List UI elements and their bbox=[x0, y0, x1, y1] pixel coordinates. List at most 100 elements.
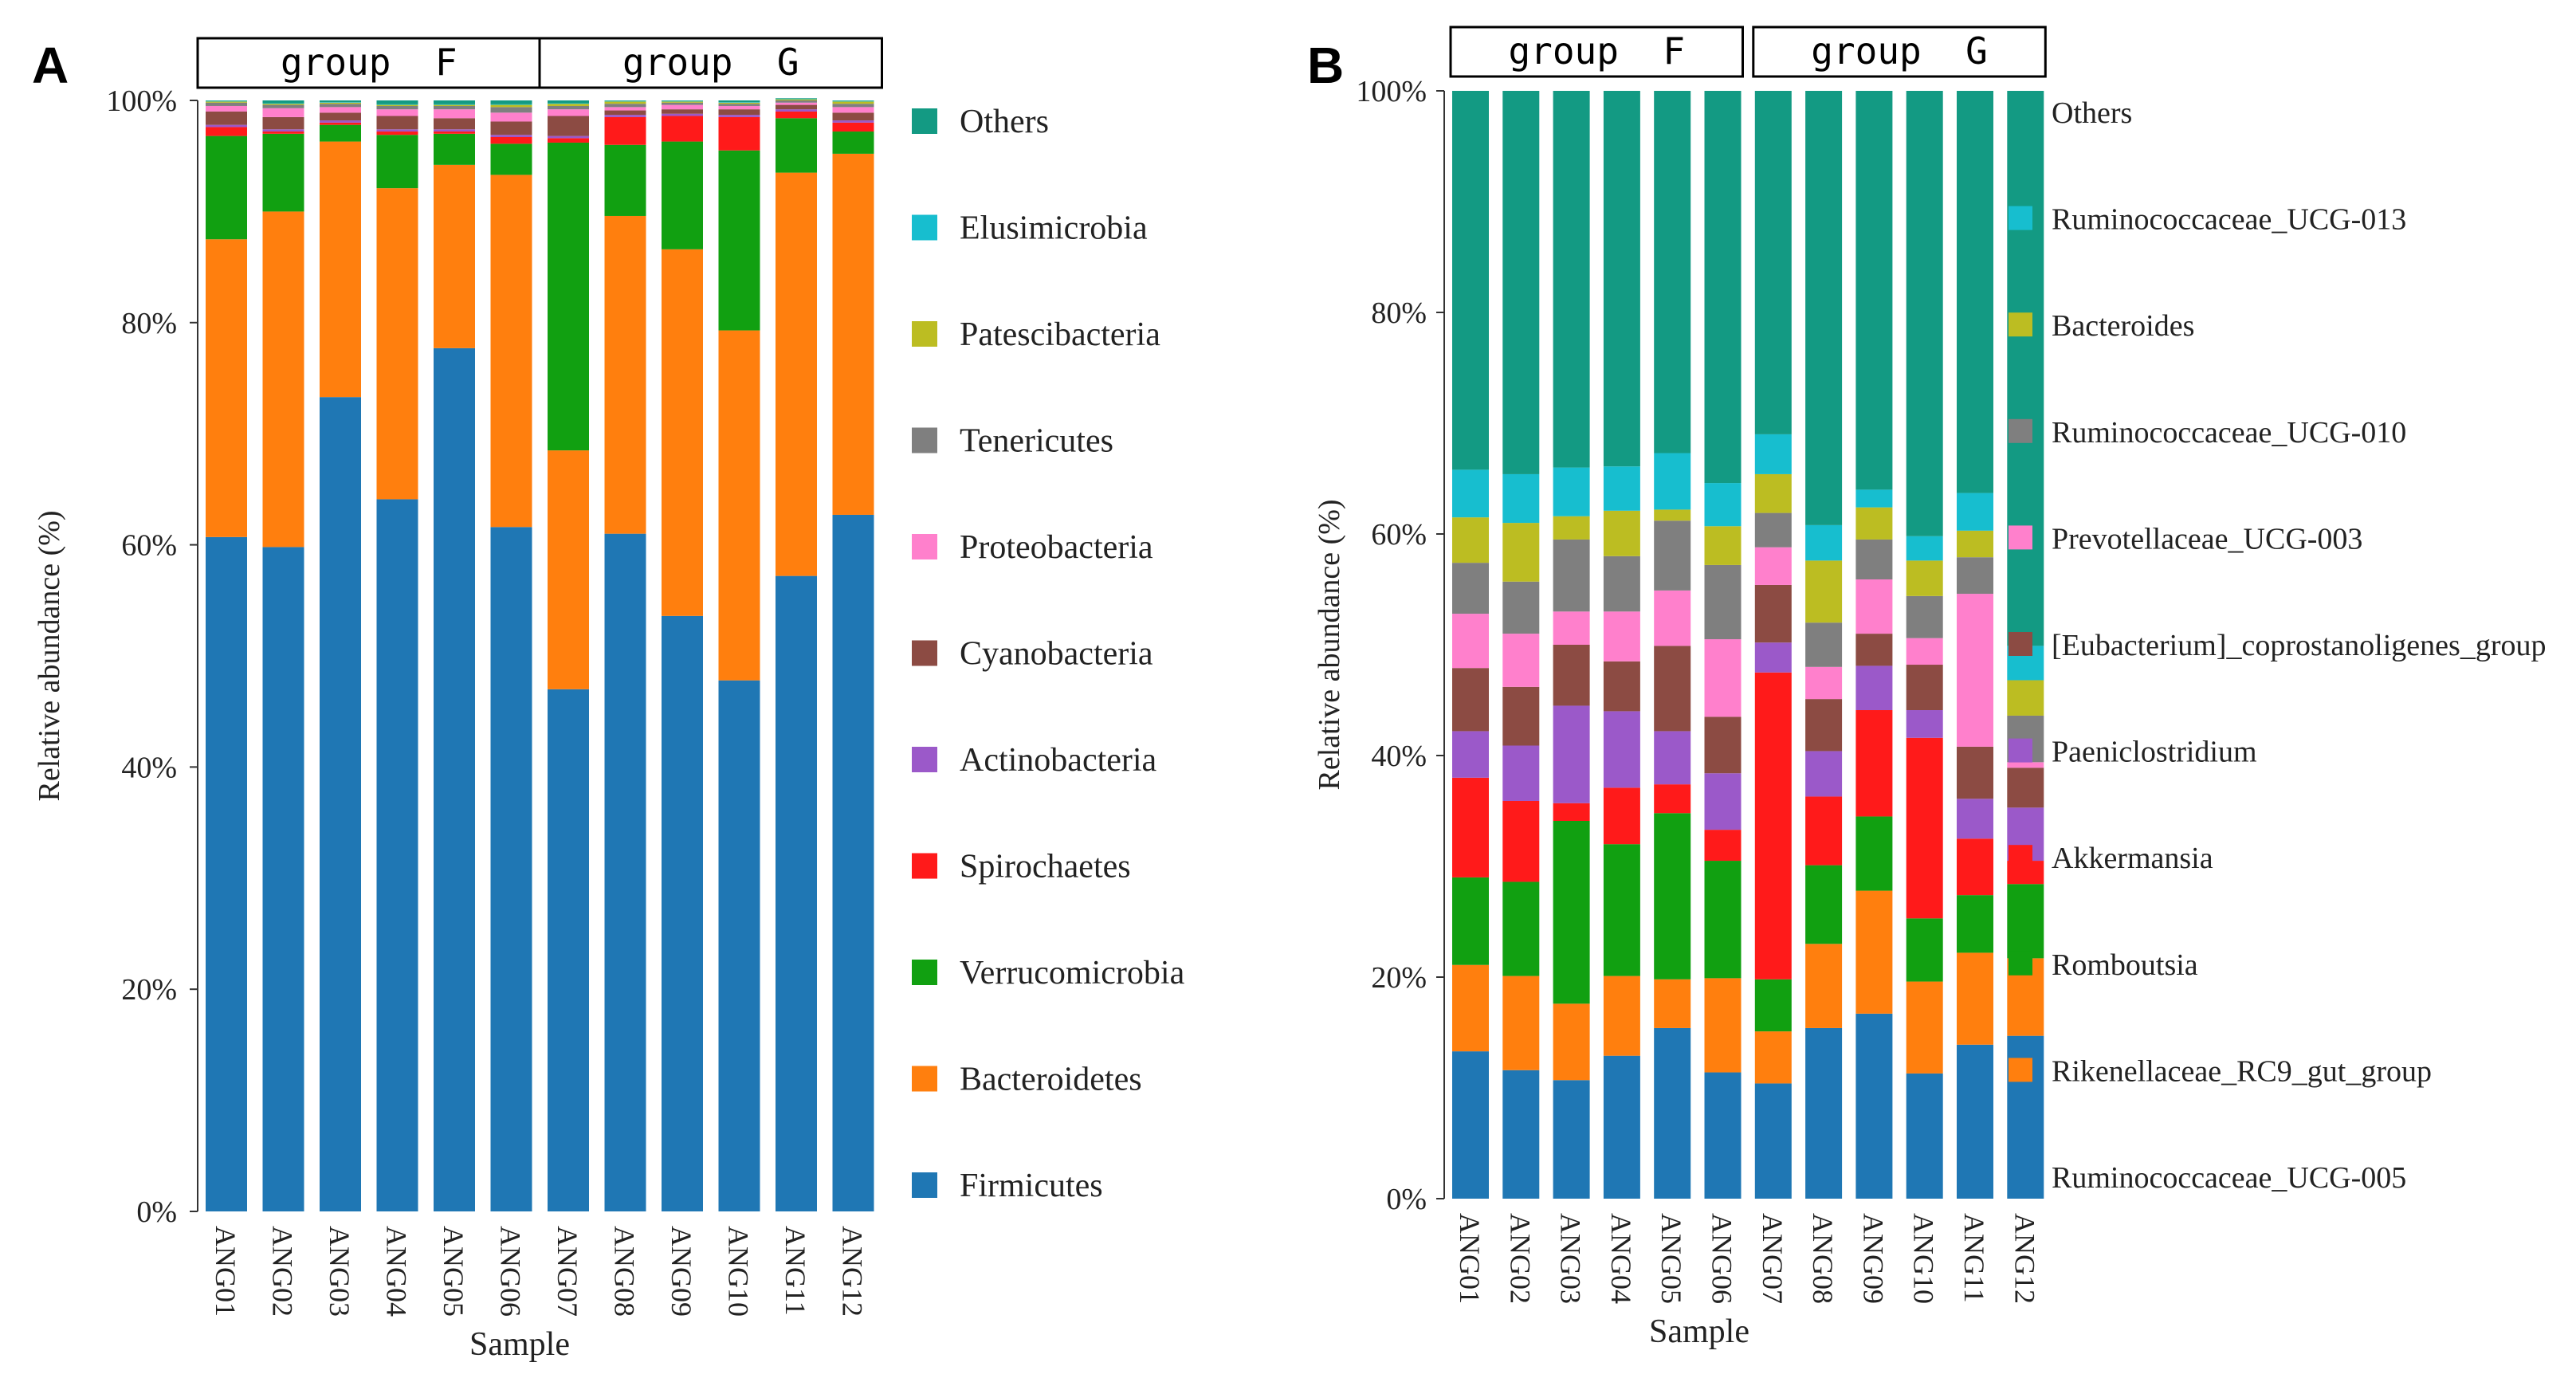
x-tick-label: ANG04 bbox=[381, 1226, 413, 1317]
bar-segment bbox=[1906, 1073, 1943, 1199]
bar-segment bbox=[262, 116, 304, 130]
bar-segment bbox=[1704, 773, 1742, 830]
y-tick-label: 0% bbox=[1386, 1183, 1427, 1216]
bar-segment bbox=[320, 141, 361, 398]
bar-segment bbox=[832, 153, 874, 515]
legend-swatch bbox=[912, 214, 937, 241]
bar-segment bbox=[1553, 705, 1590, 803]
x-tick-label: ANG08 bbox=[1807, 1213, 1839, 1304]
bar-segment bbox=[1502, 1070, 1540, 1199]
legend-label: Others bbox=[960, 104, 1049, 140]
bar-segment bbox=[1855, 710, 1893, 817]
bar-segment bbox=[320, 122, 361, 125]
bar-segment bbox=[1603, 976, 1640, 1056]
bar-segment bbox=[1502, 473, 1540, 524]
bar-segment bbox=[1957, 895, 1993, 953]
bar-segment bbox=[832, 122, 874, 132]
y-tick-label: 100% bbox=[106, 84, 177, 118]
bar-segment bbox=[604, 215, 646, 534]
bar-segment bbox=[1754, 434, 1792, 474]
bar-segment bbox=[1654, 784, 1691, 814]
group-box bbox=[538, 37, 883, 89]
legend-swatch bbox=[912, 1172, 937, 1198]
bar-segment bbox=[662, 249, 703, 616]
bar-segment bbox=[662, 615, 703, 1211]
bar-segment bbox=[1855, 579, 1893, 634]
bar-segment bbox=[1805, 751, 1843, 797]
x-tick-label: ANG12 bbox=[837, 1226, 869, 1317]
bar-segment bbox=[1553, 803, 1590, 822]
bar-segment bbox=[662, 113, 703, 116]
x-tick-label: ANG06 bbox=[495, 1226, 527, 1317]
bar-segment bbox=[434, 347, 475, 1211]
bar-segment bbox=[434, 105, 475, 110]
bar-segment bbox=[1906, 91, 1943, 536]
bar-segment bbox=[1754, 584, 1792, 643]
bar-segment bbox=[490, 112, 532, 122]
y-axis-label-a: Relative abundance (%) bbox=[33, 510, 66, 801]
bar-segment bbox=[1906, 560, 1943, 596]
legend-label: Paeniclostridium bbox=[2052, 736, 2257, 769]
legend-label: Proteobacteria bbox=[960, 529, 1153, 566]
bar-segment bbox=[490, 100, 532, 104]
bar-segment bbox=[548, 689, 589, 1211]
bar-segment bbox=[832, 104, 874, 108]
bar-segment bbox=[662, 109, 703, 114]
bar-segment bbox=[434, 164, 475, 348]
x-tick-label: ANG12 bbox=[2009, 1213, 2040, 1304]
bar-segment bbox=[1805, 1027, 1843, 1199]
bar-segment bbox=[1452, 964, 1489, 1052]
bar-segment bbox=[206, 102, 247, 106]
bar-segment bbox=[1452, 877, 1489, 965]
bar-segment bbox=[376, 100, 418, 104]
bar-segment bbox=[1654, 590, 1691, 646]
legend-label: Others bbox=[2052, 96, 2132, 130]
bar-segment bbox=[776, 111, 817, 119]
bar-segment bbox=[490, 137, 532, 144]
bar-segment bbox=[490, 175, 532, 528]
bar-segment bbox=[1553, 1080, 1590, 1199]
bar-segment bbox=[262, 211, 304, 548]
bar-segment bbox=[376, 129, 418, 132]
bar-segment bbox=[1805, 666, 1843, 700]
bar-segment bbox=[490, 135, 532, 138]
bar-segment bbox=[604, 110, 646, 116]
bar-segment bbox=[1704, 564, 1742, 640]
bar-segment bbox=[320, 102, 361, 104]
legend-label: Rikenellaceae_RC9_gut_group bbox=[2052, 1054, 2432, 1088]
y-tick-label: 40% bbox=[1371, 740, 1427, 773]
legend-label: Verrucomicrobia bbox=[960, 955, 1185, 991]
legend-swatch bbox=[2009, 525, 2032, 550]
legend-label: Bacteroidetes bbox=[960, 1062, 1142, 1098]
x-tick-label: ANG04 bbox=[1605, 1213, 1637, 1304]
bar-segment bbox=[376, 105, 418, 110]
bar-segment bbox=[604, 533, 646, 1211]
bar-segment bbox=[1502, 800, 1540, 882]
bar-segment bbox=[776, 98, 817, 99]
bar-segment bbox=[1704, 526, 1742, 565]
legend-swatch bbox=[2009, 951, 2032, 976]
legend-swatch bbox=[912, 640, 937, 666]
bar-segment bbox=[262, 133, 304, 212]
bar-segment bbox=[206, 135, 247, 240]
x-tick-label: ANG10 bbox=[723, 1226, 755, 1317]
bar-segment bbox=[206, 105, 247, 112]
bar-segment bbox=[1553, 91, 1590, 468]
bar-segment bbox=[776, 172, 817, 576]
bar-segment bbox=[1654, 646, 1691, 732]
legend-label: Ruminococcaceae_UCG-013 bbox=[2052, 203, 2406, 237]
bar-segment bbox=[1906, 638, 1943, 665]
bar-segment bbox=[490, 121, 532, 135]
bar-segment bbox=[376, 135, 418, 189]
bar-segment bbox=[434, 104, 475, 105]
bar-segment bbox=[1704, 861, 1742, 979]
bar-segment bbox=[1502, 745, 1540, 801]
bar-segment bbox=[1754, 672, 1792, 979]
bar-segment bbox=[262, 100, 304, 104]
bar-segment bbox=[376, 104, 418, 106]
bar-segment bbox=[1957, 530, 1993, 558]
legend-label: Cyanobacteria bbox=[960, 636, 1153, 673]
bar-segment bbox=[776, 109, 817, 112]
bar-segment bbox=[604, 144, 646, 216]
